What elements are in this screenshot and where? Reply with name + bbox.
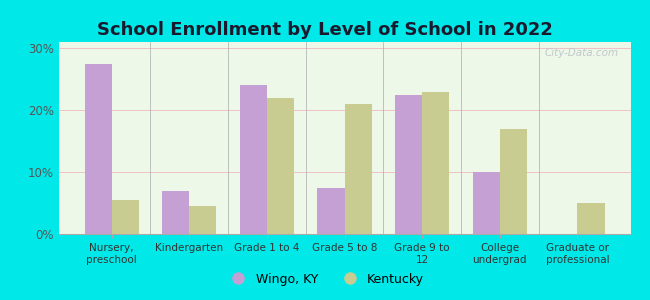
Legend: Wingo, KY, Kentucky: Wingo, KY, Kentucky (221, 268, 429, 291)
Bar (422, 92, 449, 234)
Bar (473, 172, 500, 234)
Text: City-Data.com: City-Data.com (545, 48, 619, 58)
Bar (577, 203, 605, 234)
Bar (84, 64, 112, 234)
Bar (267, 98, 294, 234)
Bar (395, 94, 422, 234)
Bar (317, 188, 344, 234)
Bar (240, 85, 267, 234)
Bar (344, 104, 372, 234)
Bar (500, 129, 527, 234)
Bar (112, 200, 139, 234)
Text: School Enrollment by Level of School in 2022: School Enrollment by Level of School in … (97, 21, 553, 39)
Bar (189, 206, 216, 234)
Bar (162, 190, 189, 234)
